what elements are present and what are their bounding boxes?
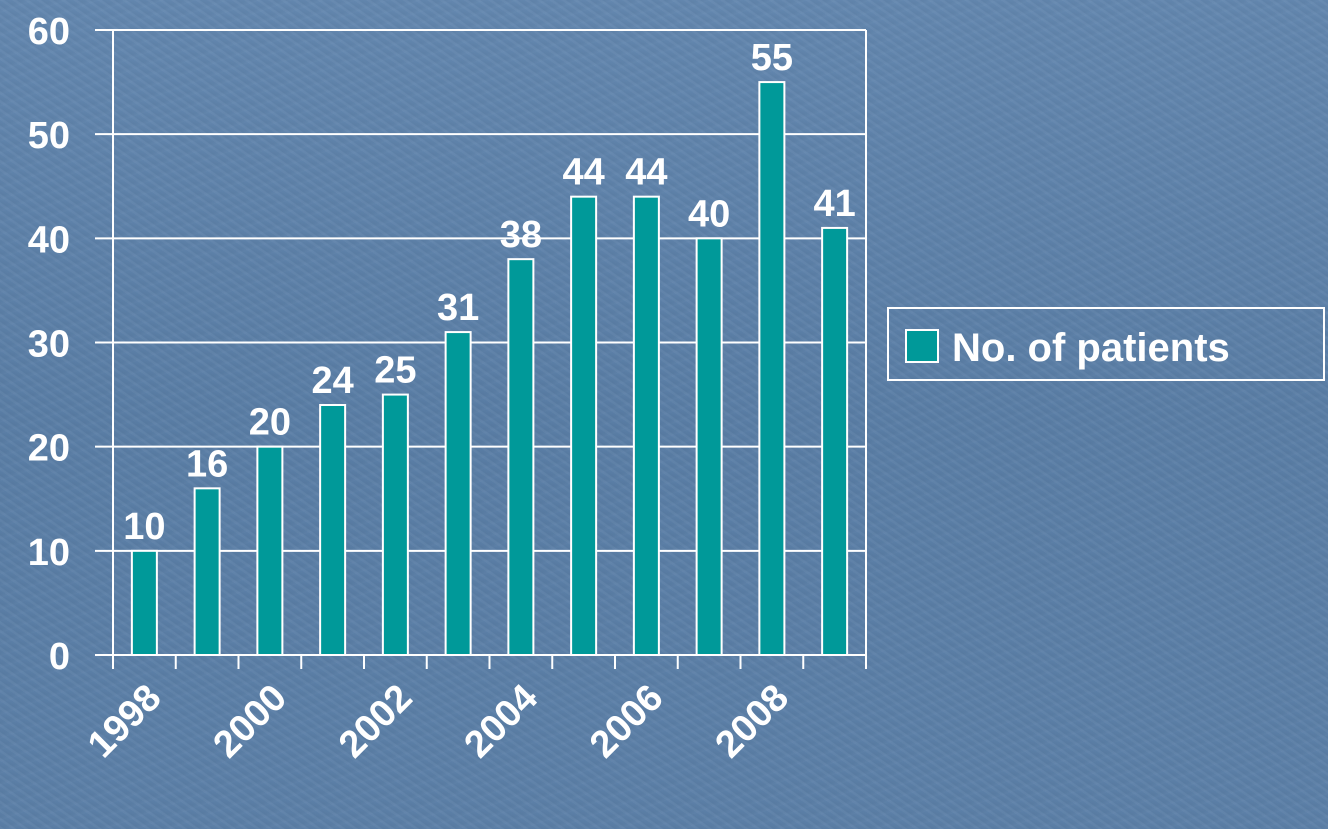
data-label: 25: [374, 350, 416, 392]
y-tick-label: 30: [28, 324, 70, 366]
bar: [193, 487, 221, 657]
bar: [570, 195, 598, 657]
gridlines: [113, 29, 866, 552]
data-label: 44: [625, 152, 667, 194]
legend-swatch: [905, 329, 939, 363]
bars: [130, 81, 849, 657]
data-labels: 10 16 20 24 25 31 38 44 44 40 55 41: [123, 37, 856, 548]
y-tick-label: 10: [28, 532, 70, 574]
bar: [130, 549, 158, 656]
y-tick-label: 40: [28, 219, 70, 261]
y-axis-ticks: 0 10 20 30 40 50 60: [28, 11, 70, 678]
x-tick-label: 2006: [582, 677, 671, 766]
data-label: 40: [688, 193, 730, 235]
bar: [256, 445, 284, 656]
bar: [758, 81, 786, 657]
bar: [507, 258, 535, 656]
x-axis-ticks: 1998 2000 2002 2004 2006 2008: [80, 677, 797, 766]
x-tick-label: 2002: [331, 677, 420, 766]
y-tick-label: 0: [49, 636, 70, 678]
legend-label: No. of patients: [952, 326, 1230, 370]
x-tick-label: 2008: [708, 677, 797, 766]
data-label: 10: [123, 506, 165, 548]
data-label: 44: [562, 152, 604, 194]
bar: [632, 195, 660, 657]
bar: [695, 237, 723, 656]
data-label: 41: [813, 183, 855, 225]
y-tick-label: 60: [28, 11, 70, 53]
bar: [821, 226, 849, 657]
x-tick-label: 2004: [457, 677, 546, 766]
x-tick-label: 2000: [206, 677, 295, 766]
bar: [444, 331, 472, 656]
axes: [95, 29, 867, 669]
data-label: 55: [751, 37, 793, 79]
y-tick-label: 20: [28, 428, 70, 470]
y-tick-label: 50: [28, 115, 70, 157]
bar: [319, 404, 347, 656]
data-label: 31: [437, 287, 479, 329]
data-label: 38: [500, 214, 542, 256]
data-label: 16: [186, 443, 228, 485]
data-label: 20: [249, 402, 291, 444]
legend: No. of patients: [887, 307, 1325, 381]
bar: [381, 393, 409, 656]
data-label: 24: [311, 360, 353, 402]
x-tick-label: 1998: [80, 677, 169, 766]
legend-box: [887, 307, 1325, 381]
